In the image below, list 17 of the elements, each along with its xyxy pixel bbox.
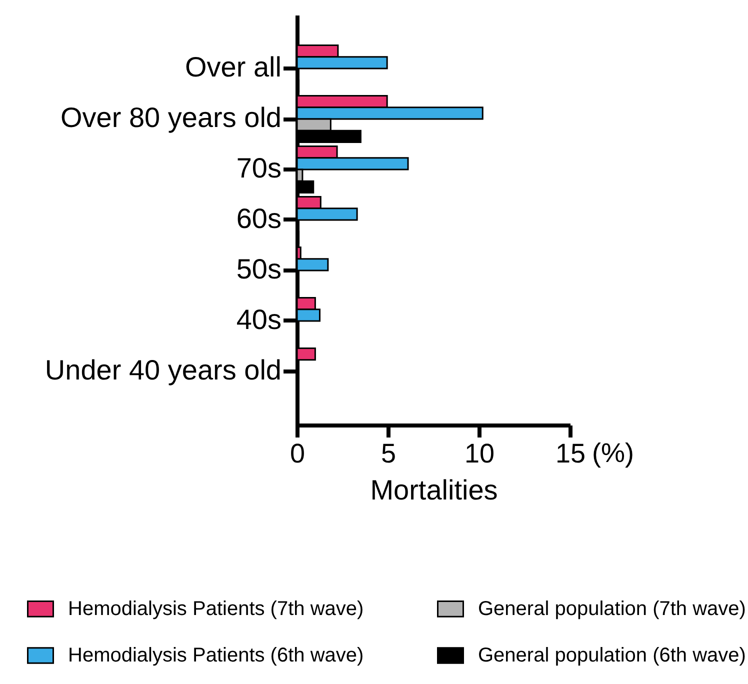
y-tick-label: 40s bbox=[236, 304, 282, 335]
x-axis-title: Mortalities bbox=[370, 474, 498, 506]
x-tick-label: 10 bbox=[464, 438, 495, 468]
x-tick-label: 0 bbox=[290, 438, 306, 468]
legend-label: General population (7th wave) bbox=[478, 598, 746, 620]
legend-label: Hemodialysis Patients (6th wave) bbox=[68, 644, 364, 666]
y-tick-label: Over all bbox=[185, 52, 282, 83]
y-tick-label: Over 80 years old bbox=[60, 102, 282, 134]
legend-label: General population (6th wave) bbox=[478, 644, 746, 666]
y-tick-label: 50s bbox=[236, 253, 282, 284]
legend-label: Hemodialysis Patients (7th wave) bbox=[68, 598, 364, 620]
text: (%) bbox=[592, 438, 634, 468]
y-tick-label: 70s bbox=[236, 152, 282, 184]
y-tick-label: Under 40 years old bbox=[44, 354, 282, 386]
y-tick-label: 60s bbox=[236, 203, 282, 234]
x-tick-label: 5 bbox=[380, 438, 396, 468]
x-tick-label: 15 bbox=[555, 438, 586, 468]
